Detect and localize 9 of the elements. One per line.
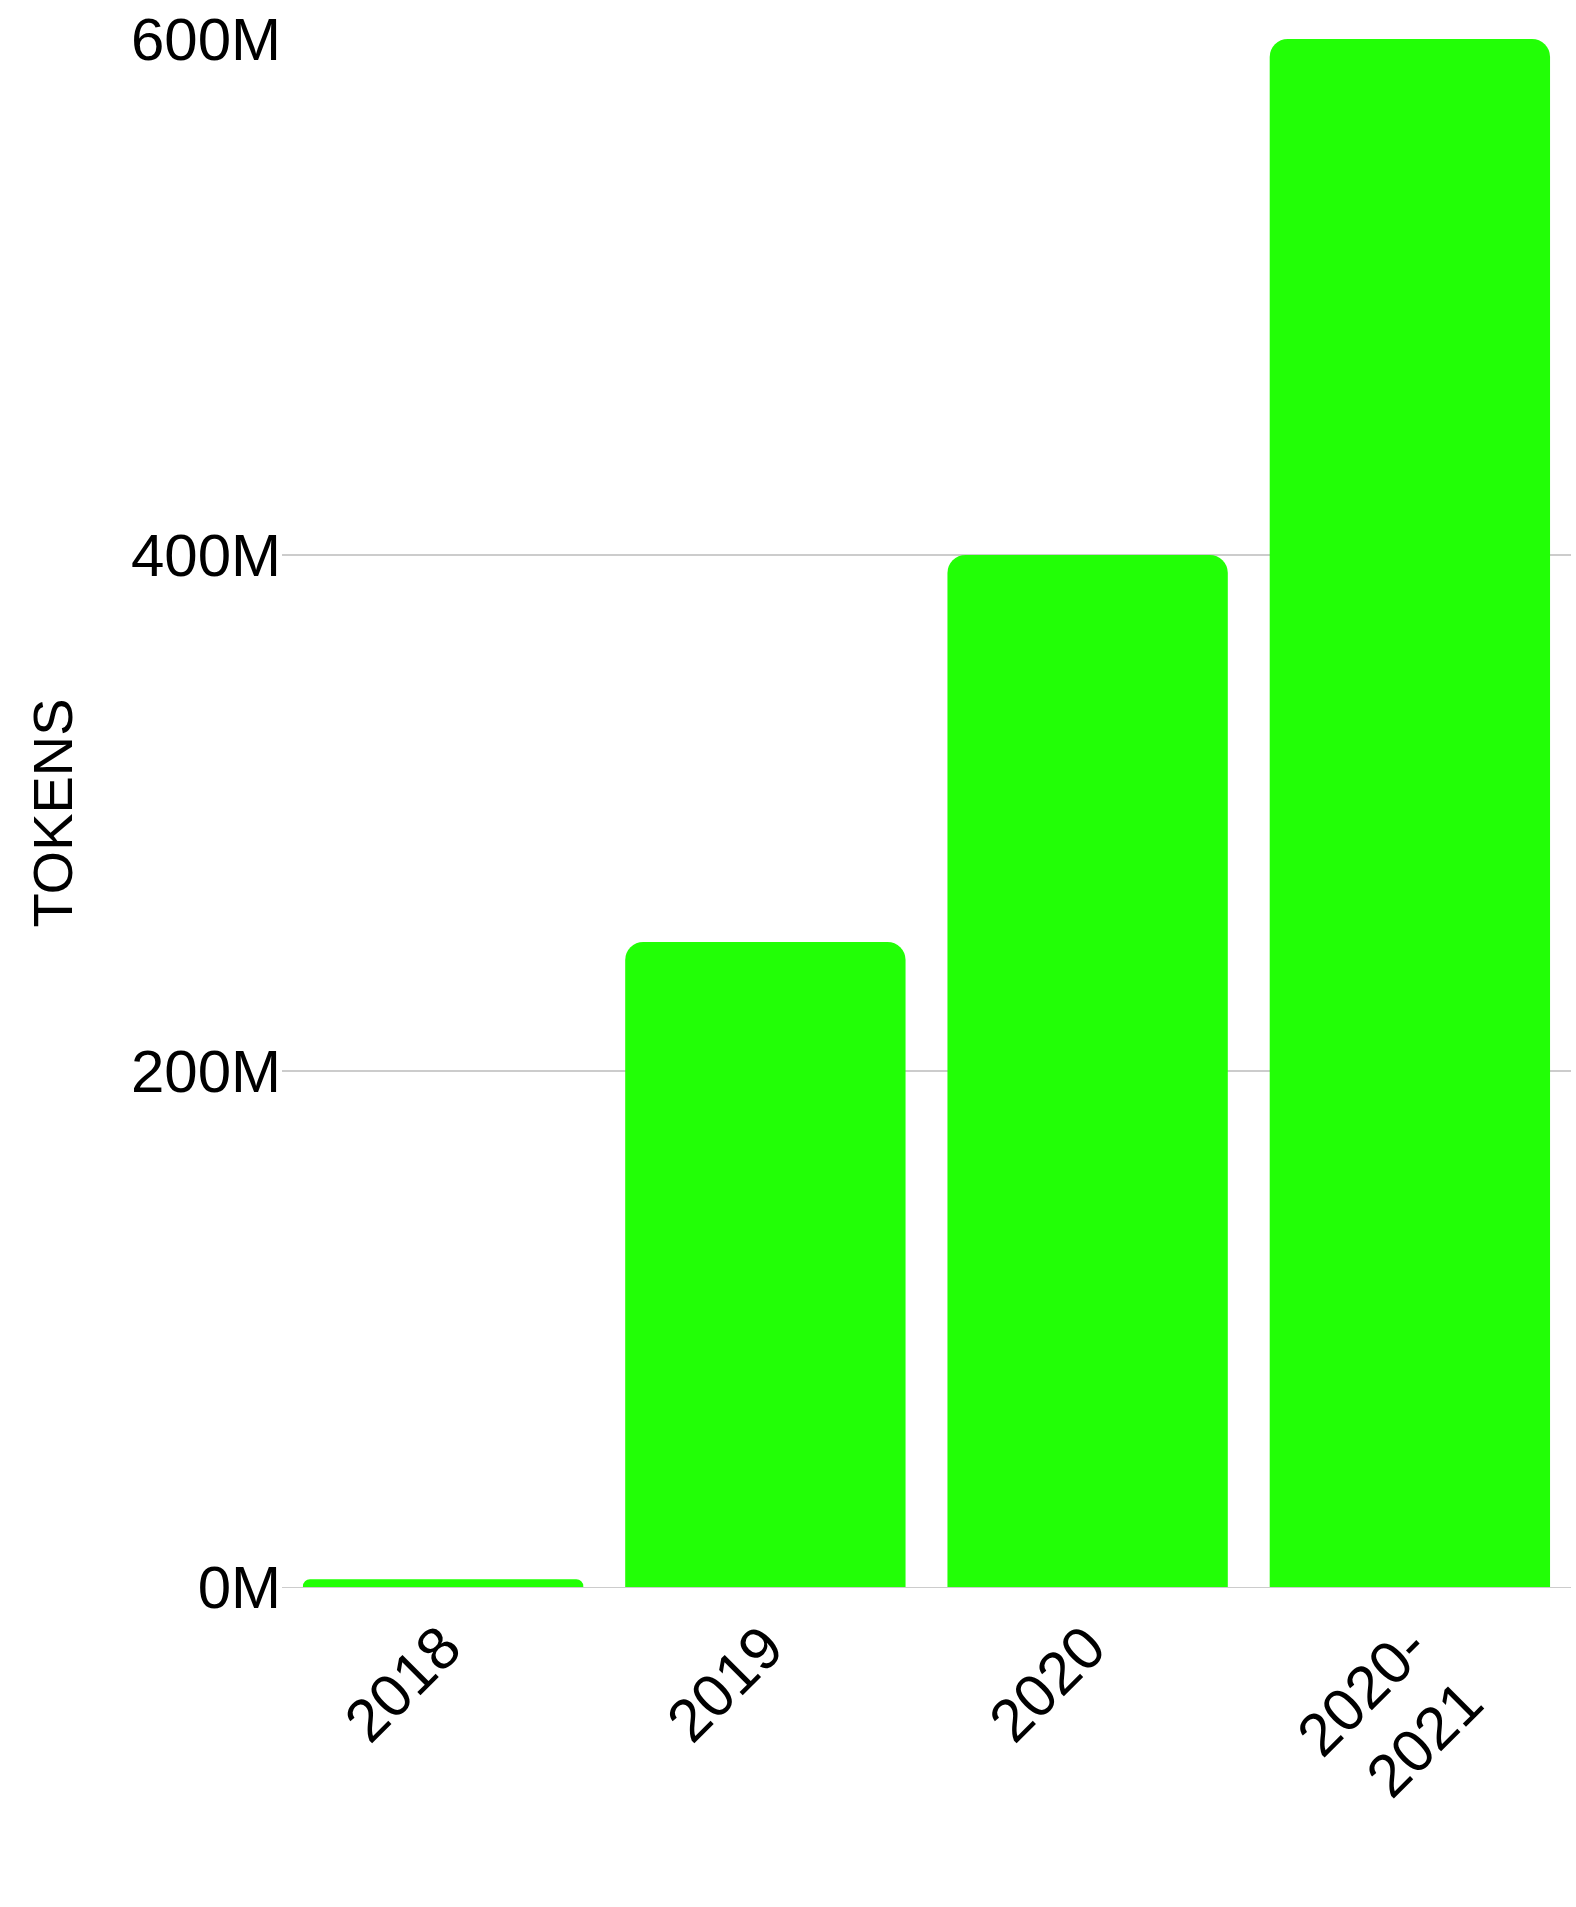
y-tick-label: 400M [130, 522, 281, 589]
bar [947, 555, 1228, 1587]
y-tick-label: 0M [197, 1554, 281, 1621]
y-tick-label: 600M [130, 6, 281, 73]
bar [625, 942, 906, 1587]
bar [302, 1579, 584, 1587]
y-axis-title: TOKENS [20, 698, 84, 928]
bar [1269, 39, 1551, 1587]
y-tick-label: 200M [130, 1038, 281, 1105]
